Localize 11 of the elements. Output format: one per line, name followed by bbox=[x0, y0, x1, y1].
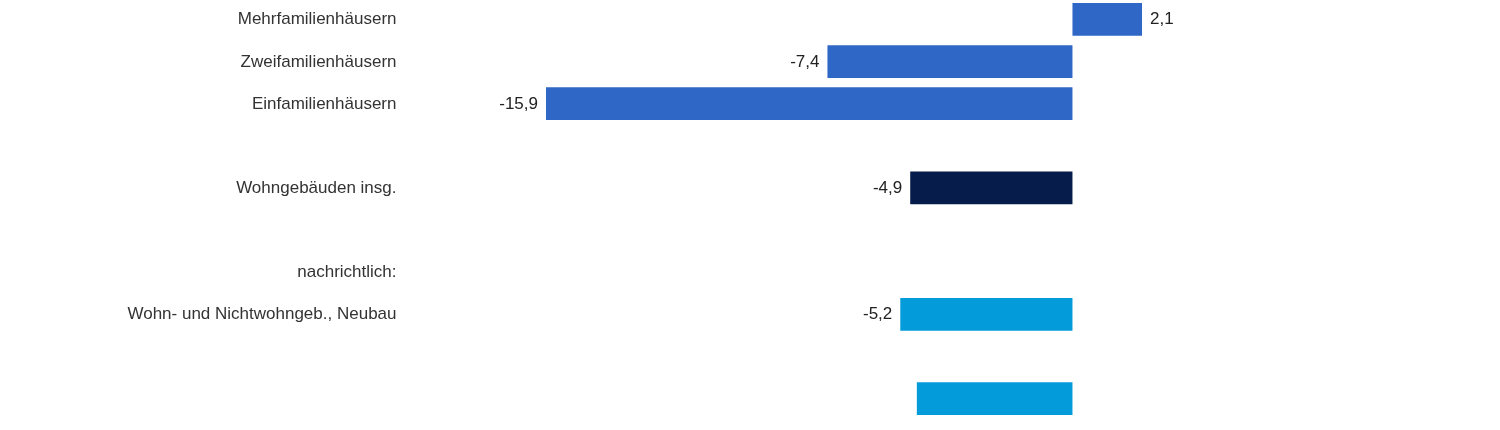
y-tick-label: Zweifamilienhäusern bbox=[240, 51, 397, 71]
data-label: -7,4 bbox=[790, 51, 820, 71]
y-tick-label: Wohn- und Nichtwohngeb., Neubau bbox=[127, 304, 397, 324]
y-tick-label: Wohngebäuden insg. bbox=[236, 177, 397, 197]
data-label: -15,9 bbox=[499, 93, 538, 113]
y-tick-label: Einfamilienhäusern bbox=[251, 93, 397, 113]
data-label: -5,2 bbox=[862, 304, 893, 324]
y-tick-label: Mehrfamilienhäusern bbox=[237, 9, 397, 29]
text: nachrichtlich: bbox=[297, 262, 397, 282]
data-label: 2,1 bbox=[1150, 9, 1174, 29]
data-label: -4,9 bbox=[872, 177, 903, 197]
